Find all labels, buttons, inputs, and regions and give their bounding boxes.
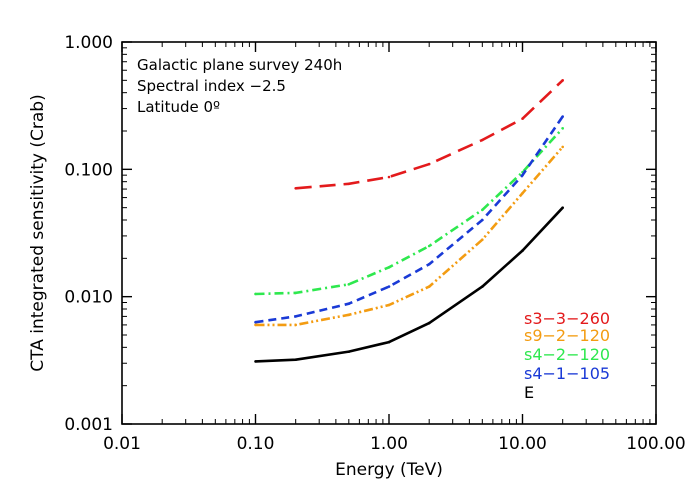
data-point <box>254 320 257 324</box>
legend-entry-s3-3-260: s3−3−260 <box>524 309 610 328</box>
data-point <box>294 186 297 190</box>
series-line <box>255 146 564 327</box>
series-line <box>255 127 564 296</box>
series-line <box>255 206 564 363</box>
data-point <box>561 127 564 130</box>
data-point <box>561 79 564 82</box>
data-point <box>561 145 564 149</box>
x-axis-label: Energy (TeV) <box>335 460 443 480</box>
series-layer <box>254 79 564 363</box>
annotation-latitude: Latitude 0º <box>137 98 220 116</box>
series-line <box>255 115 564 324</box>
data-point <box>387 303 391 307</box>
x-tick-label: 0.01 <box>103 434 141 454</box>
data-point <box>254 292 257 296</box>
x-tick-label: 100.00 <box>626 434 685 454</box>
data-point <box>561 115 564 118</box>
y-tick-label: 0.010 <box>64 288 113 308</box>
data-point <box>347 283 351 286</box>
data-point <box>254 360 257 363</box>
x-tick-label: 1.00 <box>370 434 408 454</box>
data-point <box>347 350 351 353</box>
data-point <box>347 302 351 306</box>
data-point <box>481 218 484 222</box>
y-tick-label: 0.001 <box>64 415 113 435</box>
data-point <box>427 321 431 325</box>
series-0 <box>294 79 564 190</box>
data-point <box>294 291 297 295</box>
series-4 <box>254 206 564 363</box>
data-point <box>347 313 351 317</box>
legend-entry-s4-1-105: s4−1−105 <box>524 364 610 383</box>
data-point <box>427 244 431 248</box>
data-point <box>387 285 391 288</box>
legend: s3−3−260 s9−2−120 s4−2−120 s4−1−105 E <box>524 309 610 402</box>
data-point <box>481 208 484 212</box>
data-point <box>294 315 297 318</box>
axis-ticks: 0.01 0.10 1.00 10.00 100.00 0.001 0.010 0.100 1.… <box>64 33 685 454</box>
y-tick-label: 1.000 <box>64 33 113 53</box>
data-point <box>521 249 524 252</box>
data-point <box>427 162 431 166</box>
data-point <box>294 358 297 361</box>
legend-entry-s4-2-120: s4−2−120 <box>524 345 610 364</box>
legend-entry-s9-2-120: s9−2−120 <box>524 326 610 345</box>
data-point <box>347 182 351 186</box>
annotation-block: Galactic plane survey 240h Spectral inde… <box>137 56 342 116</box>
series-1 <box>254 145 564 327</box>
data-point <box>561 206 564 209</box>
data-point <box>427 262 431 266</box>
x-tick-label: 0.10 <box>237 434 275 454</box>
data-point <box>387 266 391 269</box>
data-point <box>387 340 391 344</box>
series-2 <box>254 127 564 296</box>
data-point <box>481 285 484 288</box>
data-point <box>387 175 391 179</box>
data-point <box>521 117 524 120</box>
data-point <box>481 238 484 242</box>
data-point <box>254 323 257 327</box>
x-tick-label: 10.00 <box>498 434 547 454</box>
data-point <box>294 323 297 327</box>
data-point <box>481 138 484 142</box>
annotation-spectral-index: Spectral index −2.5 <box>137 77 286 95</box>
series-3 <box>254 115 564 324</box>
y-tick-label: 0.100 <box>64 160 113 180</box>
annotation-survey: Galactic plane survey 240h <box>137 56 342 74</box>
y-axis-label: CTA integrated sensitivity (Crab) <box>28 94 48 371</box>
data-point <box>521 173 524 177</box>
data-point <box>427 285 431 288</box>
data-point <box>521 191 524 195</box>
legend-entry-e: E <box>524 383 534 402</box>
